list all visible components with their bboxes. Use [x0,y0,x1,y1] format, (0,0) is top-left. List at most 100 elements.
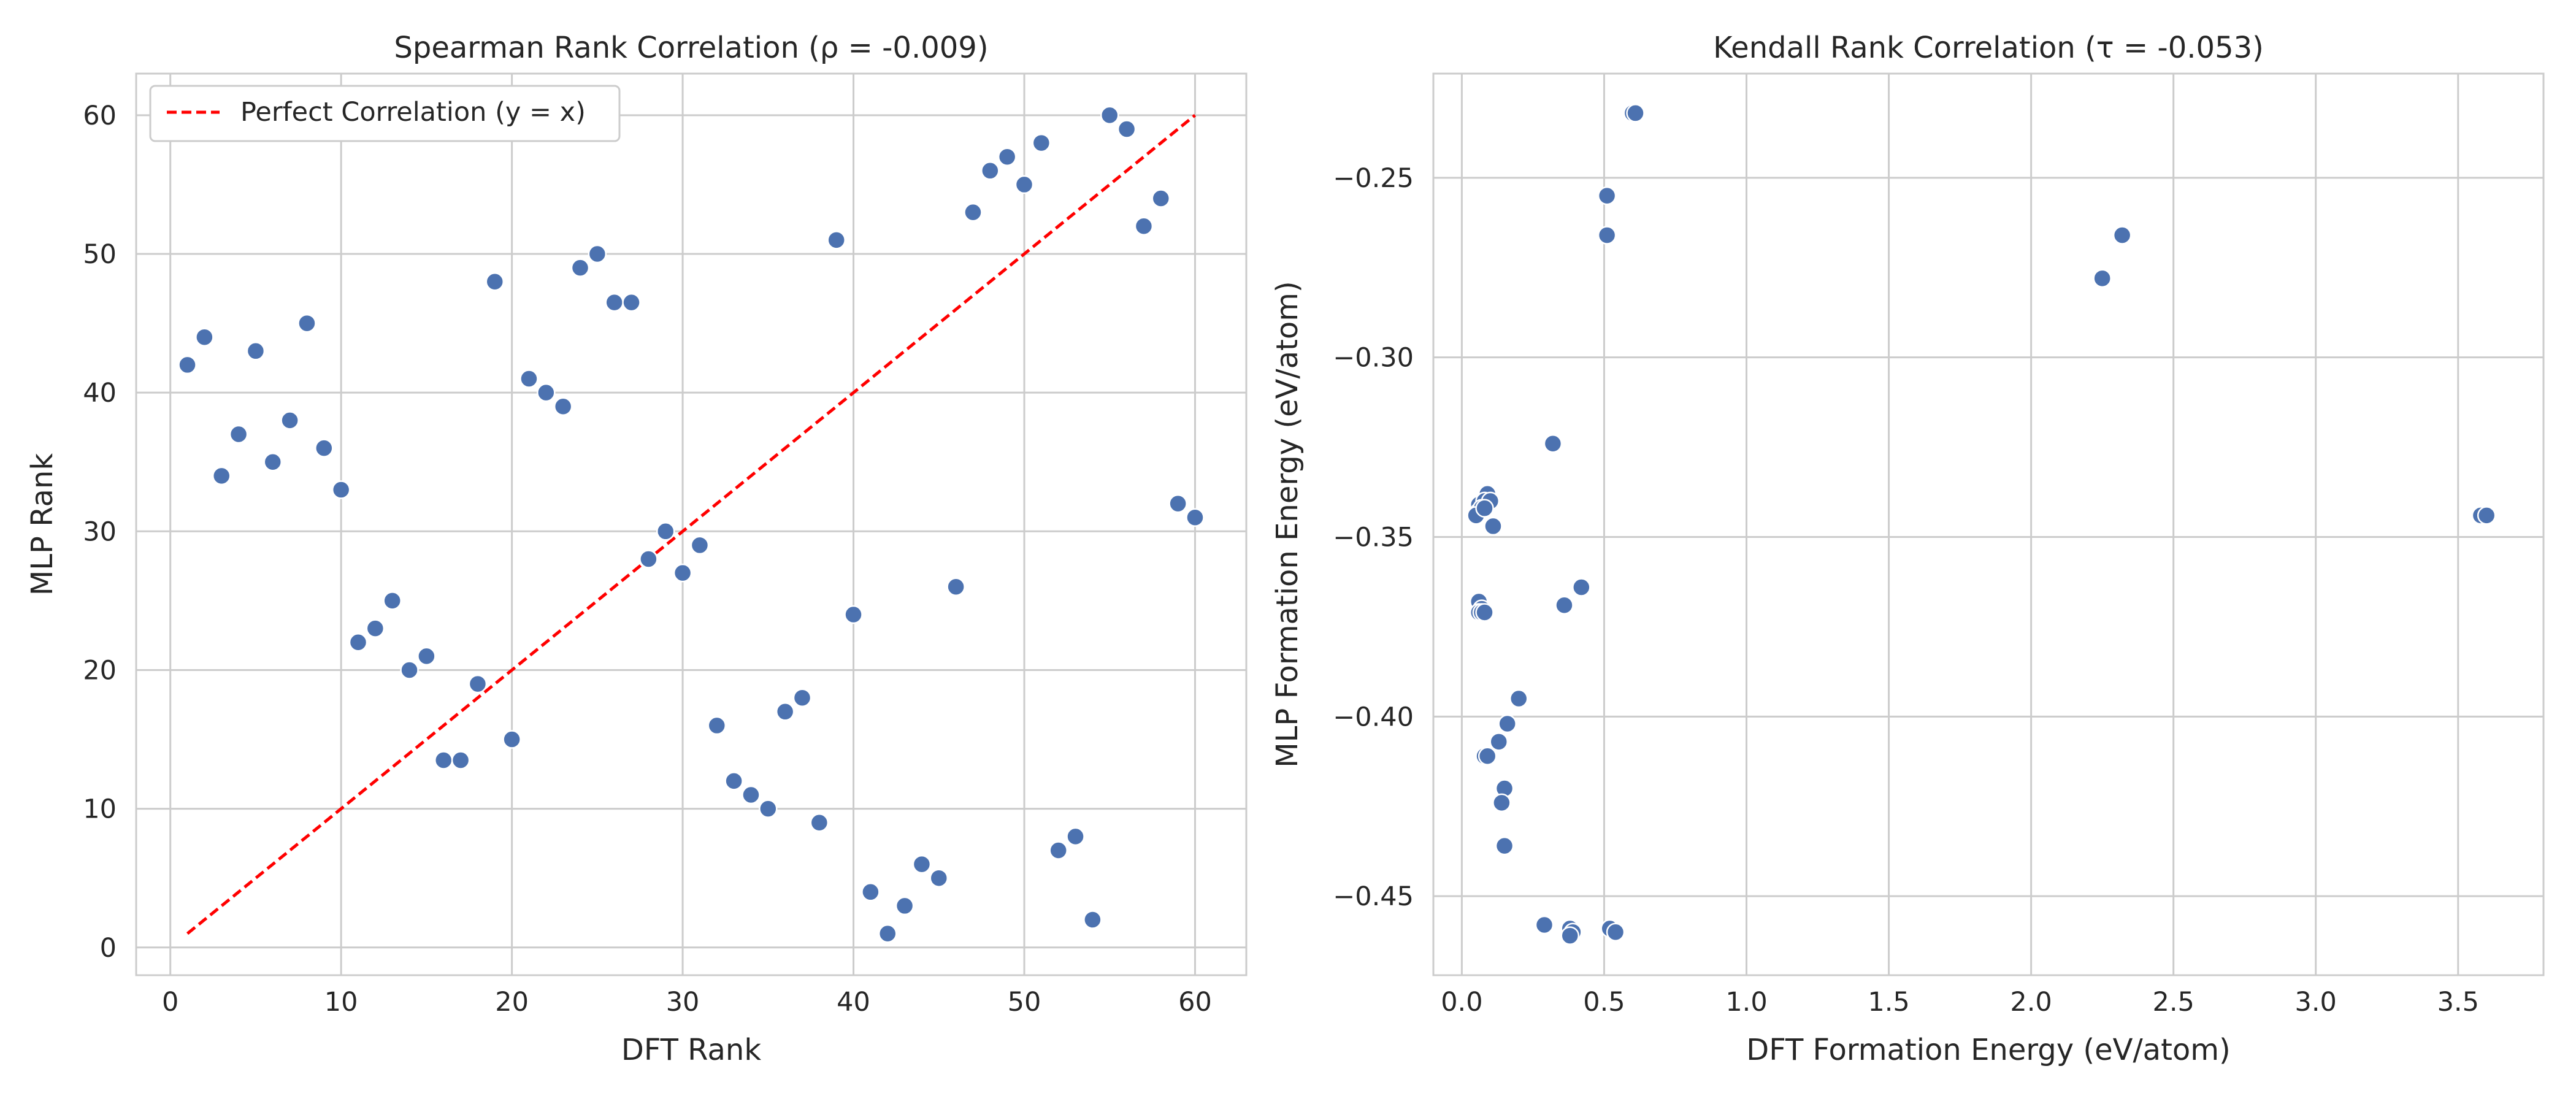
y-tick-label: 0 [100,933,117,964]
data-point [280,411,299,430]
data-point [2112,226,2132,245]
x-tick-label: 3.0 [2295,987,2337,1018]
data-point [570,258,590,277]
data-point [1535,915,1554,935]
spearman-reference-line [186,113,1197,935]
kendall-plot-area [1432,72,2545,976]
data-point [878,924,897,943]
legend-label: Perfect Correlation (y = x) [240,97,586,128]
perfect-correlation-line [186,113,1197,935]
x-tick-label: 2.5 [2152,987,2194,1018]
data-point [639,550,658,569]
data-point [297,313,316,333]
spearman-plot-area [135,72,1248,976]
data-point [1475,499,1494,518]
data-point [537,383,556,402]
data-point [690,535,710,555]
data-point [315,439,334,458]
spearman-points [178,105,1205,943]
x-tick-label: 1.0 [1725,987,1767,1018]
data-point [1597,226,1617,245]
data-point [417,646,436,666]
spearman-legend: Perfect Correlation (y = x) [149,85,621,142]
data-point [895,896,914,916]
legend-box [149,85,621,142]
data-point [366,619,385,638]
data-point [1560,926,1580,945]
spearman-title: Spearman Rank Correlation (ρ = -0.009) [394,31,988,65]
data-point [246,342,266,361]
kendall-y-label: MLP Formation Energy (eV/atom) [1270,281,1305,768]
data-point [981,161,1000,180]
data-point [195,328,214,347]
data-point [707,716,727,735]
data-point [1484,516,1503,536]
data-point [485,272,505,291]
spearman-ticks: 0 10 20 30 40 50 60 0 10 20 30 40 50 60 [83,101,1212,1018]
data-point [383,591,402,610]
data-point [759,799,778,818]
data-point [827,231,846,250]
x-tick-label: 40 [837,987,870,1018]
data-point [2477,506,2496,525]
data-point [1498,714,1517,734]
data-point [1168,494,1187,513]
y-tick-label: 20 [83,655,117,686]
data-point [673,563,692,583]
x-tick-label: 3.5 [2437,987,2479,1018]
spearman-x-label: DFT Rank [621,1033,761,1067]
kendall-title: Kendall Rank Correlation (τ = -0.053) [1713,31,2264,65]
data-point [212,466,231,486]
data-point [553,397,573,416]
x-tick-label: 0.5 [1583,987,1625,1018]
data-point [1509,689,1528,708]
x-tick-label: 50 [1008,987,1041,1018]
data-point [1186,508,1205,527]
data-point [1555,596,1574,615]
x-tick-label: 1.5 [1868,987,1909,1018]
data-point [348,632,368,652]
y-tick-label: 40 [83,378,117,408]
data-point [1597,186,1617,205]
data-point [724,772,743,791]
spearman-grid [136,74,1246,975]
data-point [434,751,453,770]
y-tick-label: 50 [83,239,117,270]
y-tick-label: −0.40 [1333,702,1414,732]
data-point [1032,133,1051,153]
data-point [400,661,419,680]
data-point [810,813,829,832]
data-point [1489,732,1508,751]
data-point [605,293,624,312]
data-point [1134,217,1154,236]
data-point [964,202,983,222]
data-point [1606,922,1625,941]
data-point [502,730,521,749]
x-tick-label: 30 [666,987,700,1018]
data-point [1492,793,1511,813]
data-point [742,785,761,805]
spearman-chart: 0 10 20 30 40 50 60 0 10 20 30 40 50 60 Spearman Rank… [25,31,1248,1067]
data-point [622,293,641,312]
spearman-y-label: MLP Rank [25,453,59,596]
data-point [861,883,880,902]
y-tick-label: −0.30 [1333,343,1414,374]
data-point [1626,104,1645,123]
data-point [1495,836,1514,856]
data-point [997,147,1017,166]
x-tick-label: 20 [495,987,529,1018]
data-point [792,688,812,707]
x-tick-label: 10 [324,987,358,1018]
kendall-x-label: DFT Formation Energy (eV/atom) [1746,1033,2231,1067]
data-point [2093,269,2112,288]
x-tick-label: 60 [1178,987,1212,1018]
x-tick-label: 0 [162,987,178,1018]
y-tick-label: 10 [83,794,117,825]
data-point [1151,189,1171,208]
data-point [451,751,470,770]
data-point [1066,827,1085,846]
kendall-grid [1433,74,2543,975]
data-point [1478,746,1497,765]
kendall-chart: 0.0 0.5 1.0 1.5 2.0 2.5 3.0 3.5 −0.45 −0.40 −0.35 −… [1270,31,2545,1067]
data-point [912,854,932,874]
